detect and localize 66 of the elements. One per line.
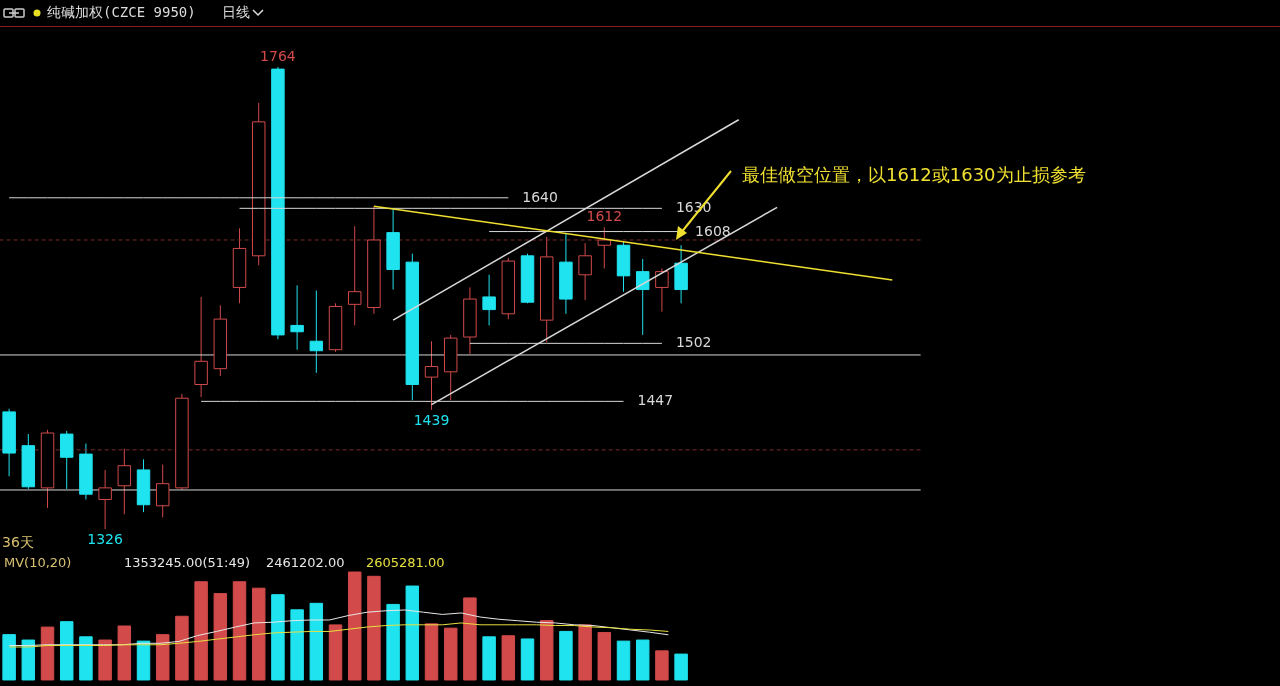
text: 2605281.00 [365, 555, 445, 570]
chart-title: 纯碱加权(CZCE 9950) [47, 4, 196, 22]
candlestick [155, 464, 170, 518]
bar [559, 630, 573, 681]
bar [386, 603, 400, 681]
annotation: 1764 [260, 48, 296, 64]
candlestick [578, 242, 592, 301]
candlestick [309, 290, 324, 374]
bar [539, 620, 554, 681]
bar [79, 636, 93, 681]
candlestick [290, 284, 304, 351]
bar [443, 627, 458, 681]
bar [367, 575, 381, 681]
bar [213, 593, 228, 681]
bar [117, 625, 132, 681]
bar [21, 639, 36, 681]
bar [251, 587, 266, 681]
chart-subtitle: 日线 [221, 4, 250, 22]
annotation: 1612 [586, 208, 623, 225]
candlestick [194, 296, 208, 398]
candlestick [98, 469, 112, 530]
bar [520, 638, 535, 681]
text: 1353245.00(51:49) [124, 555, 251, 570]
bar [98, 639, 112, 681]
annotation: 最佳做空位置，以1612或1630为止损参考 [741, 164, 1086, 185]
series-label: 1640 [522, 188, 558, 205]
candlestick [597, 226, 612, 269]
bar [175, 615, 189, 681]
bar [616, 640, 631, 681]
bar [40, 626, 55, 681]
bar [194, 581, 208, 681]
text: 36天 [2, 534, 34, 550]
candlestick [424, 340, 439, 411]
annotation: 1439 [413, 411, 450, 428]
candlestick [635, 258, 650, 336]
candlestick [59, 430, 74, 490]
candlestick [347, 225, 362, 326]
bar [482, 636, 496, 681]
bar [424, 623, 439, 681]
text: MV(10,20) [4, 555, 72, 570]
bar [290, 609, 304, 681]
text: 2461202.00 [266, 555, 345, 570]
bar [271, 594, 285, 681]
bar [232, 581, 247, 681]
annotation: 1326 [87, 531, 124, 547]
bar [674, 653, 688, 681]
bar [309, 602, 324, 681]
bar [597, 631, 612, 681]
bar [501, 635, 516, 681]
bar [635, 639, 650, 681]
candlestick [655, 267, 669, 313]
series-label: 1608 [695, 222, 731, 239]
series-label: 1502 [675, 334, 712, 351]
candlestick [482, 274, 496, 326]
candlestick [117, 448, 132, 515]
bar [405, 585, 420, 681]
bar [155, 634, 170, 681]
bar [328, 624, 343, 681]
bar [578, 624, 592, 681]
bar [2, 634, 16, 681]
bar [463, 597, 477, 681]
bar [655, 650, 669, 681]
bar [59, 621, 74, 681]
series-label: 1447 [637, 392, 674, 409]
bar [136, 640, 151, 681]
bar [347, 571, 362, 681]
